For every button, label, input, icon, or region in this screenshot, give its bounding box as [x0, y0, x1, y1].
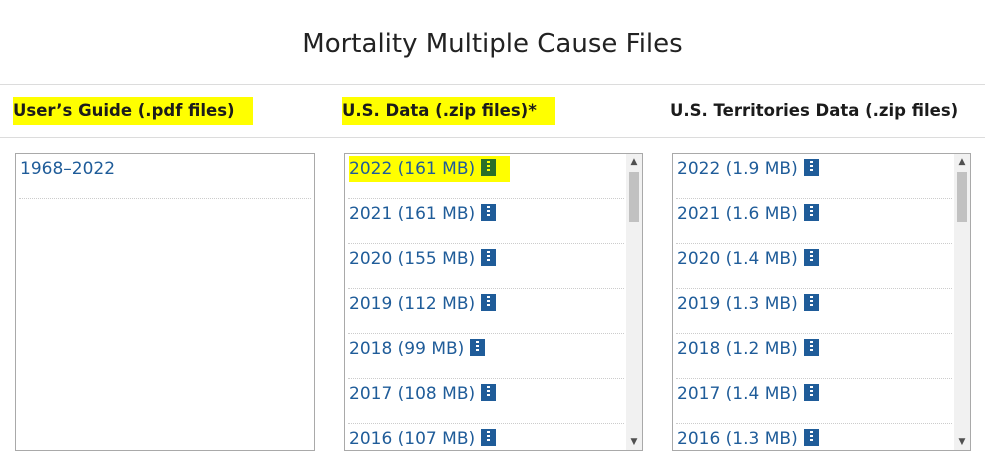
list-item: 2017 (1.4 MB): [676, 379, 952, 424]
us-data-scrollbar[interactable]: ▲ ▼: [626, 154, 642, 450]
territories-data-scrollbar[interactable]: ▲ ▼: [954, 154, 970, 450]
header-divider-top: [0, 84, 985, 85]
territories-data-link-label: 2020 (1.4 MB): [677, 249, 798, 269]
scrollbar-thumb[interactable]: [957, 172, 967, 222]
zip-file-icon: [803, 384, 819, 401]
territories-data-link-label: 2018 (1.2 MB): [677, 339, 798, 359]
scroll-down-arrow-icon[interactable]: ▼: [630, 437, 638, 447]
us-data-link-label: 2021 (161 MB): [349, 204, 476, 224]
list-item: 1968–2022: [19, 154, 311, 199]
territories-data-link[interactable]: 2019 (1.3 MB): [677, 291, 819, 317]
territories-data-header: U.S. Territories Data (.zip files): [670, 101, 959, 120]
us-data-link[interactable]: 2021 (161 MB): [349, 201, 497, 227]
territories-data-link-label: 2022 (1.9 MB): [677, 159, 798, 179]
list-item: 2019 (1.3 MB): [676, 289, 952, 334]
territories-data-link[interactable]: 2021 (1.6 MB): [677, 201, 819, 227]
zip-file-icon: [803, 204, 819, 221]
territories-data-listbox[interactable]: 2022 (1.9 MB) 2021 (1.6 MB) 2020 (1.4 MB) 2…: [672, 153, 971, 451]
list-item: 2018 (99 MB): [348, 334, 624, 379]
territories-data-link[interactable]: 2018 (1.2 MB): [677, 336, 819, 362]
users-guide-listbox[interactable]: 1968–2022: [15, 153, 315, 451]
territories-data-link[interactable]: 2020 (1.4 MB): [677, 246, 819, 272]
zip-file-icon: [481, 429, 497, 446]
scroll-up-arrow-icon[interactable]: ▲: [630, 157, 638, 167]
us-data-link[interactable]: 2017 (108 MB): [349, 381, 497, 407]
territories-data-link[interactable]: 2016 (1.3 MB): [677, 426, 819, 450]
us-data-link[interactable]: 2022 (161 MB): [349, 156, 511, 182]
scrollbar-thumb[interactable]: [629, 172, 639, 222]
list-item: 2022 (161 MB): [348, 154, 624, 199]
us-data-link-label: 2020 (155 MB): [349, 249, 476, 269]
zip-file-icon: [803, 339, 819, 356]
list-item: 2018 (1.2 MB): [676, 334, 952, 379]
us-data-link[interactable]: 2019 (112 MB): [349, 291, 497, 317]
us-data-link-label: 2022 (161 MB): [349, 159, 476, 179]
zip-file-icon: [481, 159, 497, 176]
list-item: 2022 (1.9 MB): [676, 154, 952, 199]
zip-file-icon: [803, 159, 819, 176]
zip-file-icon: [481, 249, 497, 266]
zip-file-icon: [803, 429, 819, 446]
scroll-up-arrow-icon[interactable]: ▲: [958, 157, 966, 167]
page-title: Mortality Multiple Cause Files: [302, 29, 683, 59]
users-guide-link-1968-2022[interactable]: 1968–2022: [20, 159, 116, 179]
us-data-link-label: 2019 (112 MB): [349, 294, 476, 314]
territories-data-link-label: 2019 (1.3 MB): [677, 294, 798, 314]
list-item: 2016 (1.3 MB): [676, 424, 952, 450]
us-data-link-label: 2017 (108 MB): [349, 384, 476, 404]
us-data-header: U.S. Data (.zip files)*: [342, 97, 555, 125]
zip-file-icon: [803, 249, 819, 266]
territories-data-link[interactable]: 2017 (1.4 MB): [677, 381, 819, 407]
users-guide-header: User’s Guide (.pdf files): [13, 97, 253, 125]
list-item: 2021 (1.6 MB): [676, 199, 952, 244]
us-data-link-label: 2016 (107 MB): [349, 429, 476, 449]
territories-data-link[interactable]: 2022 (1.9 MB): [677, 156, 819, 182]
header-divider-bottom: [0, 137, 985, 138]
list-item: 2020 (1.4 MB): [676, 244, 952, 289]
territories-data-link-label: 2021 (1.6 MB): [677, 204, 798, 224]
zip-file-icon: [470, 339, 486, 356]
zip-file-icon: [803, 294, 819, 311]
territories-data-link-label: 2016 (1.3 MB): [677, 429, 798, 449]
us-data-listbox[interactable]: 2022 (161 MB) 2021 (161 MB) 2020 (155 MB) 2…: [344, 153, 643, 451]
us-data-link-label: 2018 (99 MB): [349, 339, 465, 359]
us-data-link[interactable]: 2018 (99 MB): [349, 336, 486, 362]
zip-file-icon: [481, 294, 497, 311]
us-data-link[interactable]: 2016 (107 MB): [349, 426, 497, 450]
list-item: 2019 (112 MB): [348, 289, 624, 334]
list-item: 2016 (107 MB): [348, 424, 624, 450]
zip-file-icon: [481, 384, 497, 401]
us-data-link[interactable]: 2020 (155 MB): [349, 246, 497, 272]
list-item: 2021 (161 MB): [348, 199, 624, 244]
territories-data-link-label: 2017 (1.4 MB): [677, 384, 798, 404]
list-item: 2020 (155 MB): [348, 244, 624, 289]
zip-file-icon: [481, 204, 497, 221]
list-item: 2017 (108 MB): [348, 379, 624, 424]
scroll-down-arrow-icon[interactable]: ▼: [958, 437, 966, 447]
